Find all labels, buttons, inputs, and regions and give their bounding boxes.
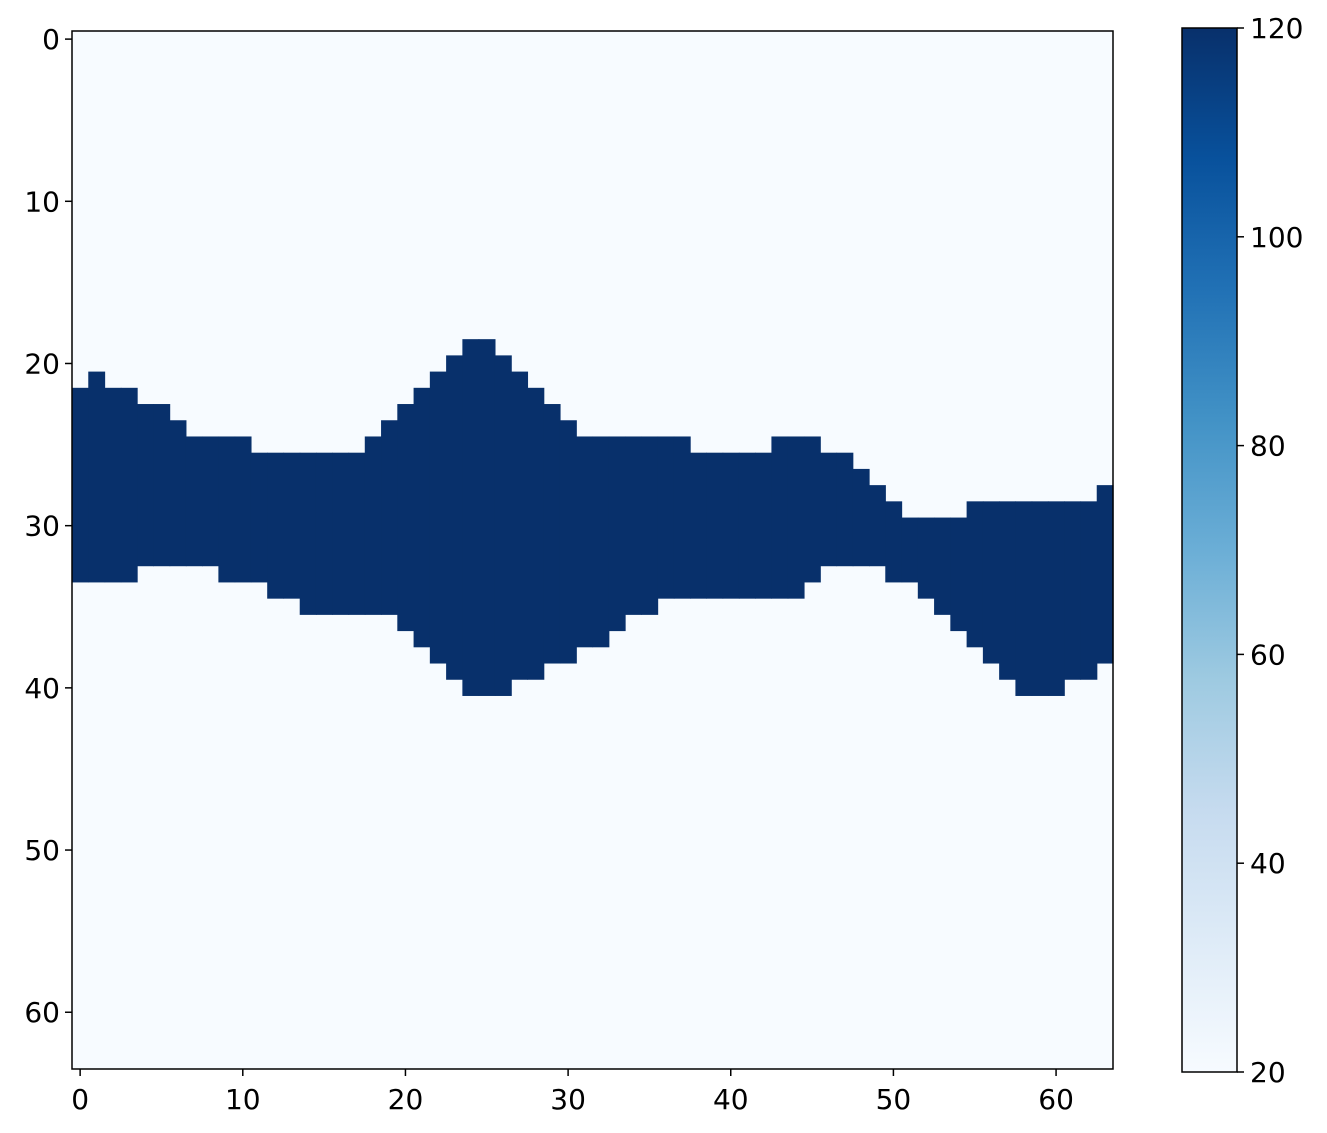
x-tick-label: 0: [71, 1083, 89, 1116]
heatmap-column-38: [690, 452, 707, 599]
heatmap-column-17: [348, 452, 366, 615]
colorbar-tick-label: 80: [1250, 430, 1286, 463]
heatmap-column-45: [803, 436, 821, 583]
y-tick-label: 30: [24, 510, 60, 543]
heatmap-column-63: [1096, 485, 1114, 664]
x-tick-label: 10: [225, 1083, 261, 1116]
heatmap-column-59: [1031, 501, 1049, 696]
heatmap-column-53: [934, 517, 951, 615]
heatmap-column-57: [999, 501, 1017, 680]
y-axis: 0 10 20 30 40 50 60: [24, 23, 72, 1029]
heatmap-column-54: [950, 517, 968, 632]
heatmap-column-9: [218, 436, 236, 583]
heatmap-column-40: [722, 452, 740, 599]
heatmap-column-22: [429, 371, 447, 664]
heatmap-column-5: [153, 404, 171, 567]
heatmap-column-36: [657, 436, 675, 599]
y-tick-label: 10: [24, 185, 60, 218]
heatmap-column-26: [494, 355, 512, 696]
colorbar-tick-label: 120: [1250, 12, 1303, 45]
heatmap-column-41: [738, 452, 756, 599]
heatmap-column-48: [852, 468, 870, 567]
heatmap-column-14: [299, 452, 317, 615]
x-tick-label: 50: [876, 1083, 912, 1116]
heatmap-column-44: [787, 436, 805, 599]
heatmap-column-47: [836, 452, 854, 567]
heatmap-column-60: [1047, 501, 1065, 696]
heatmap-column-3: [120, 387, 138, 583]
x-tick-label: 20: [388, 1083, 424, 1116]
y-tick-label: 0: [42, 23, 60, 56]
heatmap-column-12: [267, 452, 285, 599]
heatmap-column-27: [511, 371, 529, 680]
heatmap-column-39: [706, 452, 724, 599]
heatmap-column-31: [576, 436, 594, 648]
heatmap-column-33: [608, 436, 626, 632]
colorbar-gradient: [1181, 27, 1238, 1073]
heatmap-column-51: [901, 517, 919, 583]
heatmap-column-34: [625, 436, 642, 615]
heatmap-column-43: [771, 436, 789, 599]
heatmap-column-8: [202, 436, 219, 567]
heatmap-column-0: [72, 387, 89, 583]
y-tick-label: 50: [24, 834, 60, 867]
heatmap-column-28: [527, 387, 545, 680]
heatmap-column-15: [315, 452, 333, 615]
x-tick-label: 30: [550, 1083, 586, 1116]
heatmap-column-4: [137, 404, 154, 567]
heatmap-column-11: [250, 452, 268, 583]
heatmap-column-20: [397, 404, 415, 632]
heatmap-column-25: [478, 339, 496, 696]
heatmap-column-30: [559, 420, 577, 664]
heatmap-cells: [72, 339, 1114, 696]
heatmap-column-37: [673, 436, 691, 599]
heatmap-column-55: [966, 501, 984, 648]
heatmap-column-19: [381, 420, 398, 615]
heatmap-column-16: [332, 452, 350, 615]
heatmap-column-7: [185, 436, 203, 567]
heatmap-column-62: [1080, 501, 1098, 680]
x-tick-label: 60: [1038, 1083, 1074, 1116]
heatmap-column-29: [543, 404, 561, 664]
heatmap-column-50: [885, 501, 903, 583]
plot-frame: [71, 30, 1114, 1070]
colorbar: 20 40 60 80 100 120: [1181, 12, 1303, 1089]
y-tick-label: 60: [24, 996, 60, 1029]
heatmap-column-35: [641, 436, 659, 615]
heatmap-column-2: [104, 387, 122, 583]
heatmap-column-49: [869, 485, 886, 567]
x-tick-label: 40: [713, 1083, 749, 1116]
heatmap-column-61: [1064, 501, 1082, 680]
y-tick-label: 40: [24, 672, 60, 705]
heatmap-column-21: [413, 387, 431, 648]
heatmap-column-58: [1015, 501, 1033, 696]
heatmap-column-32: [592, 436, 610, 648]
heatmap-column-42: [755, 452, 773, 599]
heatmap-column-18: [364, 436, 382, 615]
colorbar-tick-label: 40: [1250, 847, 1286, 880]
colorbar-tick-label: 100: [1250, 221, 1303, 254]
heatmap-column-6: [169, 420, 187, 567]
heatmap-column-10: [234, 436, 252, 583]
colorbar-tick-label: 20: [1250, 1056, 1286, 1089]
heatmap-column-13: [283, 452, 301, 599]
heatmap-column-23: [446, 355, 463, 680]
y-tick-label: 20: [24, 347, 60, 380]
heatmap-column-46: [820, 452, 838, 567]
heatmap-column-52: [917, 517, 935, 599]
colorbar-tick-label: 60: [1250, 638, 1286, 671]
heatmap-column-24: [462, 339, 480, 696]
x-axis: 0 10 20 30 40 50 60: [71, 1069, 1074, 1116]
heatmap-column-1: [88, 371, 106, 583]
heatmap-column-56: [982, 501, 1000, 664]
